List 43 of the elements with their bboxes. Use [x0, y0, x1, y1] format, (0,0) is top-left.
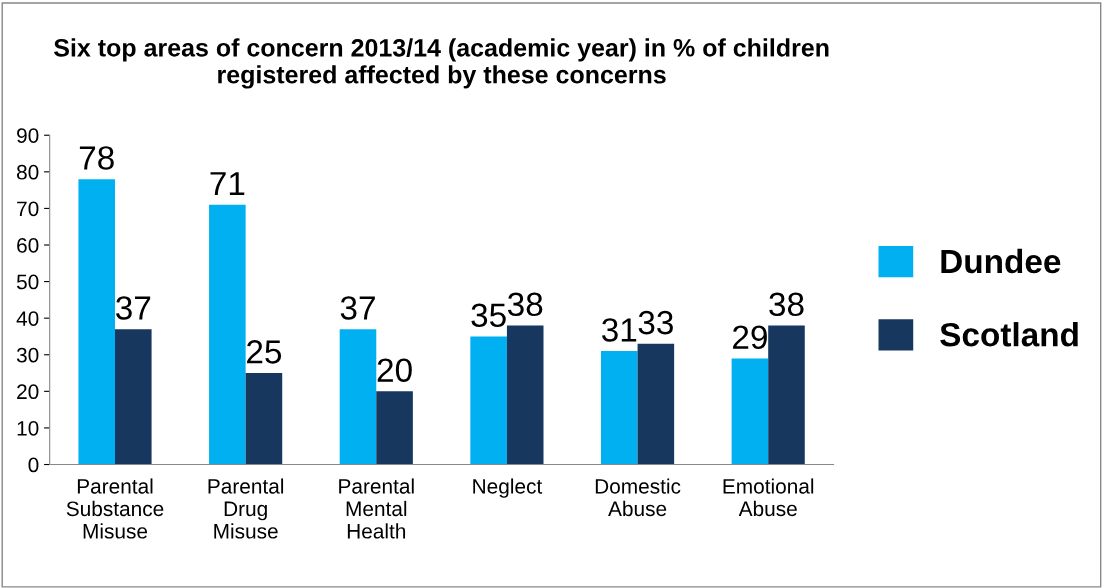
data-label: 29	[733, 325, 767, 350]
data-label: 38	[507, 292, 543, 317]
x-tick-label: Neglect	[473, 478, 543, 498]
y-tick-label: 60	[17, 238, 39, 253]
data-label: 35	[471, 303, 506, 328]
data-label: 25	[247, 340, 282, 364]
data-label: 31	[602, 318, 637, 342]
legend-label: Scotland	[940, 322, 1078, 347]
y-tick-label: 90	[17, 128, 39, 143]
x-tick-label: Emotional Abuse	[723, 478, 814, 517]
bar	[506, 325, 544, 465]
y-tick-label: 70	[17, 201, 39, 217]
data-label: 20	[377, 358, 412, 382]
bar	[768, 325, 805, 465]
data-label: 71	[210, 172, 245, 196]
bar	[339, 329, 377, 465]
y-tick-label: 80	[17, 164, 39, 180]
y-tick-label: 0	[28, 457, 39, 473]
y-tick-label: 40	[16, 311, 39, 326]
bar	[376, 391, 413, 465]
x-tick-label: Parental Drug Misuse	[208, 478, 284, 539]
y-tick-label: 10	[17, 420, 39, 436]
x-tick-label: Parental Mental Health	[339, 478, 414, 539]
bar	[731, 358, 769, 465]
bar	[470, 336, 507, 465]
data-label: 78	[79, 146, 114, 170]
bar	[637, 343, 675, 465]
y-tick-label: 50	[16, 274, 39, 290]
data-label: 37	[340, 296, 375, 320]
x-tick-label: Domestic Abuse	[595, 478, 681, 517]
bar	[78, 179, 115, 465]
chart-title: Six top areas of concern 2013/14 (academic year) in % of children registered affected by these concerns	[54, 38, 829, 89]
bar	[209, 204, 246, 465]
data-label: 37	[116, 296, 151, 320]
data-label: 33	[638, 310, 673, 335]
bar	[245, 373, 283, 465]
bar	[600, 351, 638, 465]
bar	[115, 329, 152, 465]
y-tick-label: 30	[16, 347, 39, 363]
legend-label: Dundee	[941, 248, 1061, 274]
y-tick-label: 20	[17, 384, 39, 400]
data-label: 38	[769, 292, 804, 317]
x-tick-label: Parental Substance Misuse	[66, 478, 164, 539]
